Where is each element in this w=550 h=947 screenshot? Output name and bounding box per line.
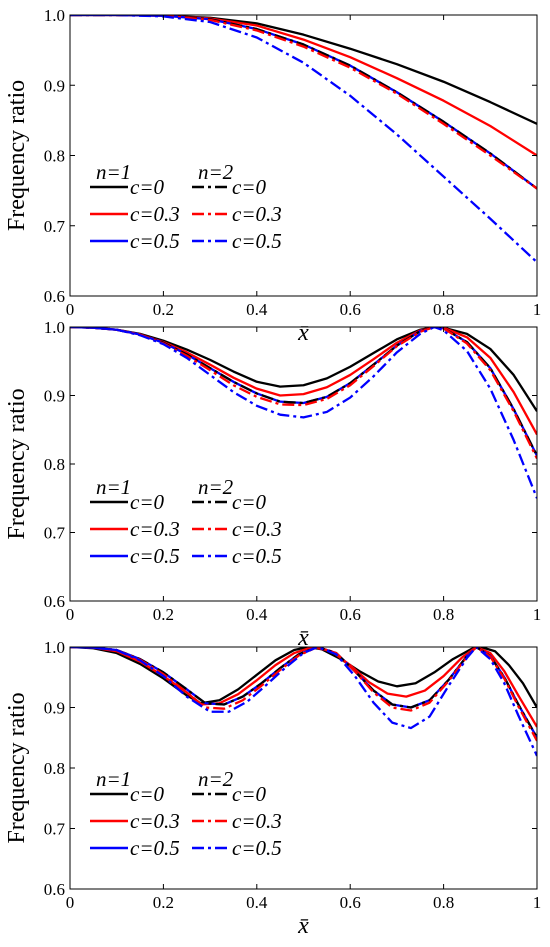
- x-axis-title: x̄: [297, 320, 309, 346]
- y-tick-label: 0.6: [44, 592, 65, 611]
- series-group: [70, 327, 537, 499]
- legend-entry-n1: c=0: [130, 782, 164, 806]
- x-tick-label: 1: [533, 893, 542, 912]
- x-tick-label: 0.4: [246, 605, 268, 624]
- legend-n2-label: n=2: [198, 767, 234, 791]
- x-tick-label: 0.6: [340, 893, 361, 912]
- x-tick-label: 0.8: [433, 605, 454, 624]
- x-tick-label: 0.6: [340, 605, 361, 624]
- series-line-6: [70, 15, 537, 264]
- legend-entry-n2: c=0.5: [232, 544, 282, 568]
- y-tick-label: 0.9: [44, 699, 65, 718]
- x-tick-label: 1: [533, 300, 542, 319]
- y-tick-label: 0.9: [44, 387, 65, 406]
- legend-entry-n2: c=0.5: [232, 836, 282, 860]
- legend-entry-n2: c=0.5: [232, 229, 282, 253]
- x-axis-title: x̄: [297, 625, 309, 651]
- legend-entry-n2: c=0: [232, 782, 266, 806]
- legend-n2-label: n=2: [198, 160, 234, 184]
- series-line-3: [70, 15, 537, 190]
- y-tick-label: 1.0: [44, 638, 65, 657]
- legend-entry-n1: c=0: [130, 175, 164, 199]
- x-tick-label: 0.4: [246, 893, 268, 912]
- series-line-4: [70, 327, 537, 457]
- series-line-5: [70, 15, 537, 190]
- x-tick-label: 0.2: [153, 605, 174, 624]
- y-tick-label: 0.6: [44, 287, 65, 306]
- y-tick-label: 0.6: [44, 880, 65, 899]
- legend-entry-n2: c=0.3: [232, 517, 282, 541]
- legend-n1-label: n=1: [96, 160, 131, 184]
- series-group: [70, 647, 537, 757]
- x-tick-label: 0: [66, 605, 75, 624]
- x-tick-label: 0.8: [433, 893, 454, 912]
- x-tick-label: 0: [66, 893, 75, 912]
- legend-entry-n1: c=0.3: [130, 202, 180, 226]
- legend: n=1 n=2c=0 c=0c=0.3 c=0.3c=0.5 c=0.5: [90, 475, 282, 568]
- legend: n=1 n=2c=0 c=0c=0.3 c=0.3c=0.5 c=0.5: [90, 767, 282, 860]
- plot-frame: [69, 14, 538, 297]
- x-tick-label: 0: [66, 300, 75, 319]
- y-tick-label: 0.7: [44, 524, 66, 543]
- legend-entry-n2: c=0: [232, 490, 266, 514]
- x-tick-label: 0.2: [153, 893, 174, 912]
- y-tick-label: 0.8: [44, 455, 65, 474]
- series-line-5: [70, 647, 537, 742]
- y-axis-title: Frequency ratio: [4, 80, 30, 231]
- legend-entry-n1: c=0.3: [130, 809, 180, 833]
- legend-entry-n1: c=0.5: [130, 229, 180, 253]
- legend-n2-label: n=2: [198, 475, 234, 499]
- legend-n1-label: n=1: [96, 475, 131, 499]
- x-tick-label: 0.2: [153, 300, 174, 319]
- legend-entry-n2: c=0.3: [232, 809, 282, 833]
- legend-entry-n2: c=0: [232, 175, 266, 199]
- legend-entry-n1: c=0.5: [130, 544, 180, 568]
- y-tick-label: 0.9: [44, 76, 65, 95]
- y-tick-label: 0.8: [44, 759, 65, 778]
- legend-entry-n1: c=0.3: [130, 517, 180, 541]
- x-tick-label: 0.4: [246, 300, 268, 319]
- series-line-4: [70, 15, 537, 190]
- y-tick-label: 1.0: [44, 318, 65, 337]
- y-tick-label: 0.7: [44, 217, 66, 236]
- legend-entry-n2: c=0.3: [232, 202, 282, 226]
- series-line-2: [70, 15, 537, 157]
- series-line-6: [70, 327, 537, 499]
- y-axis-title: Frequency ratio: [4, 388, 30, 539]
- x-tick-label: 0.8: [433, 300, 454, 319]
- x-tick-label: 0.6: [340, 300, 361, 319]
- legend-entry-n1: c=0.5: [130, 836, 180, 860]
- x-axis-title: x̄: [297, 913, 309, 939]
- legend-n1-label: n=1: [96, 767, 131, 791]
- series-line-1: [70, 15, 537, 125]
- chart-panel-1: 0 0.2 0.4 0.6 0.8 1 0.6 0.7 0.8 0.9 1.0 Frequency r…: [4, 6, 541, 346]
- y-tick-label: 0.7: [44, 820, 66, 839]
- chart-panel-2: 0 0.2 0.4 0.6 0.8 1 0.6 0.7 0.8 0.9 1.0 Frequency r…: [4, 318, 541, 651]
- legend-entry-n1: c=0: [130, 490, 164, 514]
- series-line-3: [70, 327, 537, 457]
- legend: n=1 n=2c=0 c=0c=0.3 c=0.3c=0.5 c=0.5: [90, 160, 282, 253]
- y-axis-title: Frequency ratio: [4, 692, 30, 843]
- chart-panel-3: 0 0.2 0.4 0.6 0.8 1 0.6 0.7 0.8 0.9 1.0 Frequency r…: [4, 638, 541, 939]
- y-tick-label: 0.8: [44, 147, 65, 166]
- x-tick-label: 1: [533, 605, 542, 624]
- series-line-5: [70, 327, 537, 460]
- y-tick-label: 1.0: [44, 6, 65, 25]
